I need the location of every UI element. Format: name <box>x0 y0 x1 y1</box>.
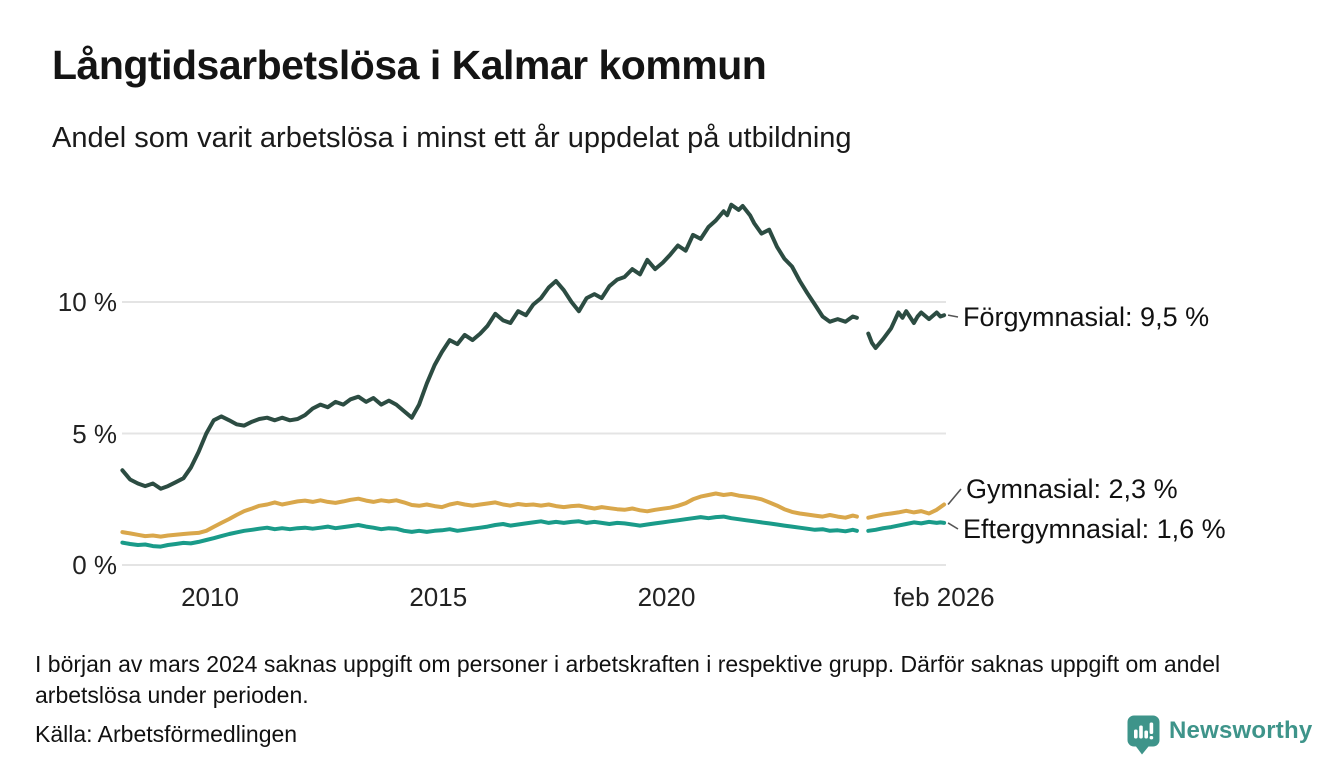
page-title: Långtidsarbetslösa i Kalmar kommun <box>52 42 767 88</box>
series-label-0: Förgymnasial: 9,5 % <box>963 302 1210 332</box>
chart-canvas <box>120 202 962 566</box>
x-axis-tick-2020: 2020 <box>637 582 696 612</box>
page-subtitle: Andel som varit arbetslösa i minst ett å… <box>52 122 852 154</box>
x-axis-tick-feb2026: feb 2026 <box>893 582 995 612</box>
y-axis-tick-0: 0 % <box>72 550 117 580</box>
x-axis-tick-2015: 2015 <box>409 582 468 612</box>
brand-logo: Newsworthy <box>1127 715 1312 760</box>
series-label-2: Eftergymnasial: 1,6 % <box>963 514 1226 544</box>
source-text: Källa: Arbetsförmedlingen <box>35 721 298 747</box>
footnote-text: I början av mars 2024 saknas uppgift om … <box>35 651 1221 708</box>
line-chart: 10 % 5 % 0 % 2010 2015 2020 feb 2026 För… <box>0 190 1340 630</box>
series-label-1: Gymnasial: 2,3 % <box>966 474 1178 504</box>
brand-name: Newsworthy <box>1169 717 1313 744</box>
chart-speech-bubble-icon <box>1127 715 1160 760</box>
x-axis-tick-2010: 2010 <box>181 582 239 612</box>
y-axis-tick-5: 5 % <box>72 418 117 449</box>
y-axis-tick-10: 10 % <box>57 287 117 317</box>
